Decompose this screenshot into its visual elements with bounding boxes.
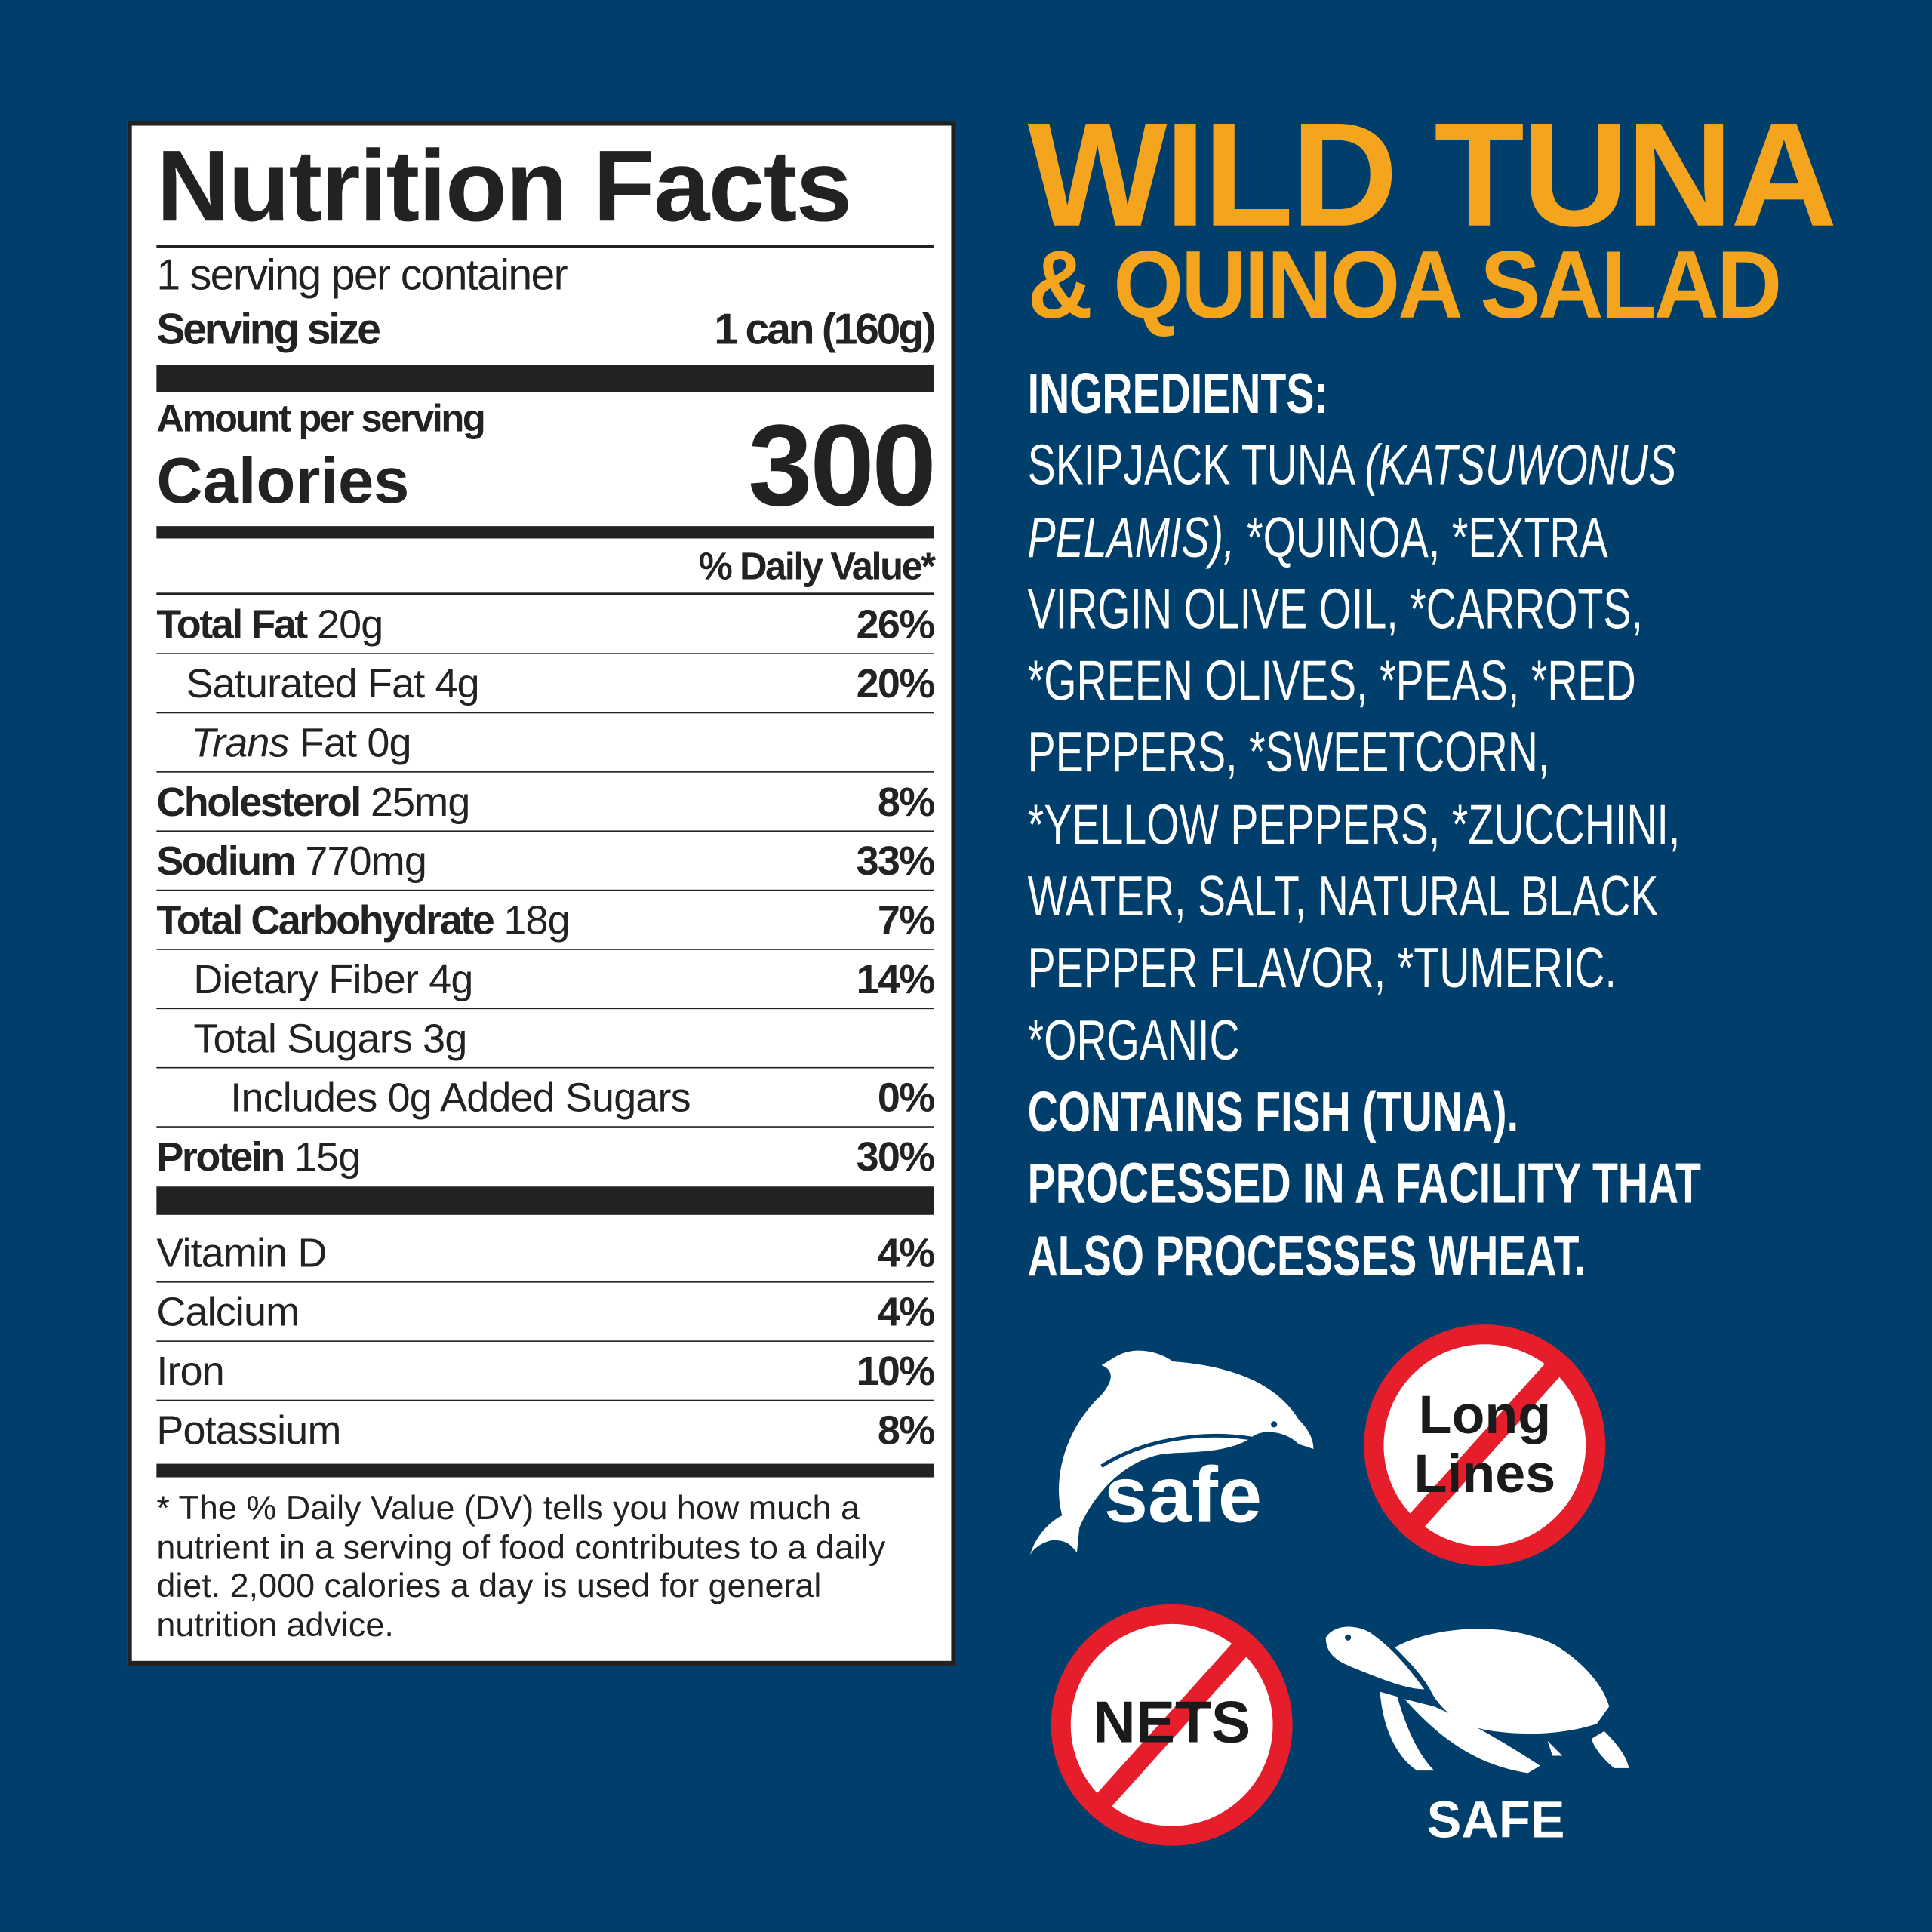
ingredients-line: *YELLOW PEPPERS, *ZUCCHINI,	[1027, 792, 1681, 857]
nutrient-row-protein: Protein 15g 30%	[156, 1128, 936, 1186]
vitamin-pct: 4%	[877, 1229, 935, 1275]
vitamin-pct: 4%	[877, 1287, 935, 1334]
ingredients-line: *ORGANIC	[1027, 1007, 1240, 1072]
nutrient-row-total-carbohydrate: Total Carbohydrate 18g 7%	[156, 891, 935, 950]
product-title: WILD TUNA	[1027, 92, 1838, 258]
calories-label: Calories	[156, 446, 410, 518]
ingredients-line: PEPPER FLAVOR, *TUMERIC.	[1027, 935, 1617, 1000]
vitamin-row-vitamin-d: Vitamin D 4%	[156, 1223, 935, 1283]
label-title: Nutrition Facts	[156, 131, 852, 243]
dolphin-safe-text: safe	[1103, 1450, 1262, 1540]
allergen-line: PROCESSED IN A FACILITY THAT	[1027, 1151, 1701, 1216]
nutrient-name: Cholesterol 25mg	[156, 778, 470, 824]
servings-per-container: 1 serving per container	[156, 251, 568, 300]
serving-size-value: 1 can (160g)	[714, 305, 936, 354]
nutrient-name: Trans Fat 0g	[191, 718, 411, 765]
ingredients-heading: INGREDIENTS:	[1027, 361, 1328, 426]
ingredients-line: PEPPERS, *SWEETCORN,	[1027, 720, 1550, 785]
allergen-line: CONTAINS FISH (TUNA).	[1027, 1079, 1519, 1144]
turtle-icon	[1325, 1626, 1629, 1774]
nets-text: NETS	[1093, 1690, 1251, 1756]
nutrient-name: Includes 0g Added Sugars	[230, 1073, 691, 1120]
nutrient-row-added-sugars: Includes 0g Added Sugars 0%	[156, 1069, 935, 1128]
nutrient-name: Saturated Fat 4g	[186, 660, 480, 706]
nutrient-name: Total Sugars 3g	[193, 1014, 467, 1060]
ingredients-line: WATER, SALT, NATURAL BLACK	[1027, 863, 1659, 928]
serving-size-label: Serving size	[156, 305, 381, 354]
ingredients-line: VIRGIN OLIVE OIL, *CARROTS,	[1027, 576, 1643, 641]
serving-size-row: Serving size 1 can (160g)	[156, 305, 936, 355]
thick-divider	[156, 1186, 934, 1215]
turtle-safe-text: SAFE	[1426, 1790, 1565, 1848]
nutrient-name: Total Fat 20g	[156, 600, 383, 647]
long-lines-text-line1: Long	[1418, 1385, 1552, 1446]
dolphin-icon	[1029, 1350, 1314, 1555]
amount-per-serving: Amount per serving	[156, 396, 485, 440]
vitamin-name: Iron	[156, 1347, 224, 1393]
vitamin-name: Vitamin D	[156, 1229, 327, 1275]
long-lines-text: Long Lines	[1364, 1386, 1605, 1505]
nutrient-pct: 30%	[856, 1134, 936, 1180]
vitamin-name: Calcium	[156, 1287, 300, 1334]
nutrient-pct: 0%	[877, 1073, 935, 1120]
nutrient-pct: 33%	[856, 837, 936, 883]
ingredients-line: PELAMIS), *QUINOA, *EXTRA	[1027, 504, 1608, 569]
nutrient-name: Sodium 770mg	[156, 837, 427, 883]
vitamin-row-potassium: Potassium 8%	[156, 1401, 935, 1460]
nutrient-pct: 26%	[856, 600, 936, 647]
medium-divider	[156, 526, 934, 539]
nutrient-name: Protein 15g	[156, 1134, 361, 1180]
thick-divider	[156, 365, 934, 392]
no-long-lines-badge: Long Lines	[1364, 1324, 1606, 1567]
product-subtitle: & QUINOA SALAD	[1027, 230, 1783, 339]
nutrient-pct: 14%	[856, 955, 936, 1001]
turtle-safe-badge: SAFE	[1321, 1620, 1641, 1854]
nutrient-row-cholesterol: Cholesterol 25mg 8%	[156, 773, 935, 832]
nutrient-row-total-sugars: Total Sugars 3g	[156, 1009, 934, 1069]
daily-value-header: % Daily Value*	[698, 544, 936, 588]
ingredients-block: INGREDIENTS: SKIPJACK TUNA (KATSUWONUS P…	[1028, 357, 1701, 1291]
vitamin-row-calcium: Calcium 4%	[156, 1283, 935, 1342]
vitamin-pct: 10%	[856, 1347, 936, 1393]
ingredients-line: *GREEN OLIVES, *PEAS, *RED	[1027, 648, 1636, 712]
divider	[156, 245, 934, 248]
nutrient-pct: 8%	[877, 778, 935, 824]
nutrient-row-dietary-fiber: Dietary Fiber 4g 14%	[156, 950, 936, 1010]
vitamin-pct: 8%	[877, 1407, 935, 1453]
allergen-line: ALSO PROCESSES WHEAT.	[1027, 1223, 1586, 1287]
no-nets-badge: NETS	[1051, 1604, 1293, 1846]
vitamin-row-iron: Iron 10%	[156, 1342, 936, 1401]
vitamin-name: Potassium	[156, 1407, 341, 1453]
nutrient-name: Dietary Fiber 4g	[193, 955, 473, 1001]
dolphin-safe-badge: safe	[1028, 1343, 1324, 1565]
footnote: * The % Daily Value (DV) tells you how m…	[156, 1488, 886, 1644]
nutrient-row-sodium: Sodium 770mg 33%	[156, 832, 936, 891]
nutrient-row-trans-fat: Trans Fat 0g	[156, 713, 934, 773]
nutrient-pct: 20%	[856, 660, 936, 706]
nutrition-facts-label: Nutrition Facts 1 serving per container …	[127, 120, 956, 1666]
calories-value: 300	[748, 400, 937, 531]
nutrient-row-saturated-fat: Saturated Fat 4g 20%	[156, 654, 936, 714]
nutrient-row-total-fat: Total Fat 20g 26%	[156, 595, 936, 654]
nutrient-pct: 7%	[877, 896, 935, 943]
ingredients-line: SKIPJACK TUNA (KATSUWONUS	[1027, 432, 1677, 497]
nutrient-name: Total Carbohydrate 18g	[156, 896, 570, 943]
divider	[156, 592, 934, 595]
long-lines-text-line2: Lines	[1414, 1444, 1556, 1505]
medium-divider	[156, 1463, 934, 1478]
